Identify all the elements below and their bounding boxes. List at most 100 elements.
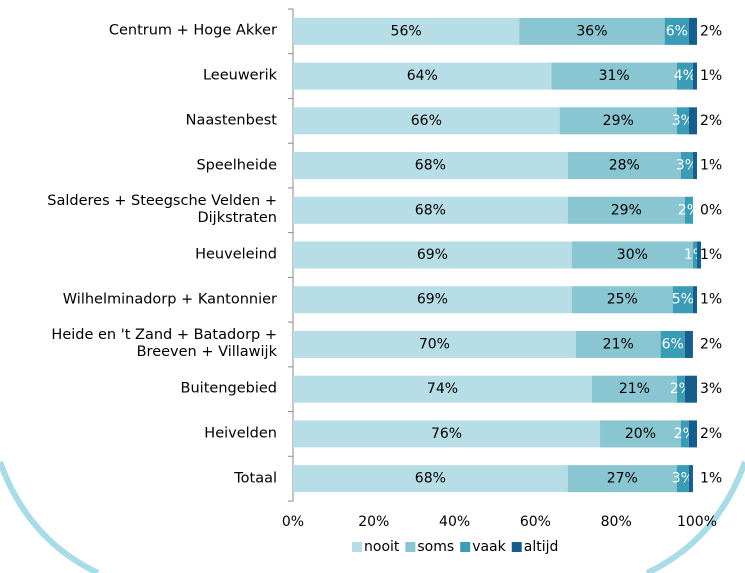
value-label: 69%: [417, 247, 448, 263]
value-label: 3%: [672, 113, 694, 129]
value-label: 27%: [607, 471, 638, 487]
bar-segment: [676, 62, 693, 90]
value-label: 1%: [700, 158, 722, 174]
bar-segment: [688, 17, 697, 45]
category-label: Speelheide: [196, 157, 277, 174]
bar-segment: [571, 241, 693, 269]
bar-segment: [688, 420, 697, 448]
bar-segment: [293, 465, 568, 493]
bar-segment: [684, 196, 693, 224]
bar-segment: [600, 420, 681, 448]
value-label: 1%: [700, 247, 722, 263]
value-label: 0%: [700, 202, 722, 218]
value-label: 76%: [431, 426, 462, 442]
category-label: Wilhelminadorp + Kantonnier: [62, 291, 277, 308]
value-label: 1%: [700, 292, 722, 308]
legend-label: vaak: [472, 539, 506, 555]
value-label: 20%: [625, 426, 656, 442]
value-label: 3%: [700, 381, 722, 397]
value-label: 69%: [417, 292, 448, 308]
bar-segment: [293, 196, 568, 224]
x-tick-label: 20%: [358, 514, 389, 530]
bar-segment: [680, 420, 689, 448]
value-label: 21%: [603, 336, 634, 352]
bar-segment: [293, 152, 568, 180]
x-tick-label: 60%: [520, 514, 551, 530]
bar-segment: [688, 107, 697, 135]
category-label: Heide en 't Zand + Batadorp + Breeven + …: [51, 327, 277, 361]
bar-segment: [664, 17, 689, 45]
bar-segment: [688, 465, 693, 493]
decoration: [0, 460, 100, 573]
value-label: 64%: [407, 68, 438, 84]
bar-segment: [676, 465, 689, 493]
bar-segment: [293, 330, 576, 358]
value-label: 68%: [415, 471, 446, 487]
value-label: 56%: [391, 23, 422, 39]
bar-segment: [575, 330, 661, 358]
value-label: 70%: [419, 336, 450, 352]
legend-label: soms: [417, 539, 454, 555]
category-label: Naastenbest: [185, 112, 277, 129]
value-label: 1%: [700, 471, 722, 487]
value-label: 25%: [607, 292, 638, 308]
bar-segment: [591, 375, 677, 403]
legend-swatch: [352, 542, 362, 552]
bar-segment: [692, 152, 697, 180]
value-label: 66%: [411, 113, 442, 129]
bar-segment: [697, 241, 702, 269]
category-label: Buitengebied: [180, 380, 277, 397]
bar-segment: [293, 420, 601, 448]
x-tick-label: 0%: [282, 514, 304, 530]
bar-segment: [293, 62, 552, 90]
bar-segment: [293, 286, 572, 314]
value-label: 2%: [700, 336, 722, 352]
value-label: 68%: [415, 202, 446, 218]
value-label: 30%: [617, 247, 648, 263]
bar-segment: [293, 17, 520, 45]
bar-segment: [567, 152, 681, 180]
bar-segment: [672, 286, 693, 314]
bar-segment: [684, 330, 693, 358]
category-label: Leeuwerik: [202, 67, 277, 84]
legend-label: nooit: [364, 539, 400, 555]
category-label: Totaal: [234, 470, 277, 487]
legend-swatch: [460, 542, 471, 552]
legend-label: altijd: [524, 539, 559, 555]
bar-segment: [567, 196, 685, 224]
value-label: 28%: [609, 158, 640, 174]
value-label: 29%: [603, 113, 634, 129]
category-label: Heuveleind: [195, 246, 277, 263]
bar-segment: [692, 286, 697, 314]
bar-segment: [684, 375, 697, 403]
value-label: 31%: [599, 68, 630, 84]
x-tick-label: 100%: [677, 514, 717, 530]
value-label: 2%: [700, 113, 722, 129]
value-label: 29%: [611, 202, 642, 218]
bar-segment: [567, 465, 677, 493]
value-label: 36%: [576, 23, 607, 39]
category-label: Centrum + Hoge Akker: [108, 22, 277, 39]
value-label: 21%: [619, 381, 650, 397]
bar-segment: [692, 62, 697, 90]
value-label: 2%: [678, 202, 700, 218]
value-label: 2%: [700, 23, 722, 39]
legend-swatch: [511, 542, 522, 552]
bar-segment: [680, 152, 693, 180]
value-label: 68%: [415, 158, 446, 174]
bar-segment: [571, 286, 673, 314]
bar-segment: [676, 107, 689, 135]
bar-segment: [559, 107, 677, 135]
bar-segment: [293, 107, 560, 135]
bar-segment: [692, 241, 697, 269]
value-label: 6%: [666, 23, 688, 39]
value-label: 6%: [662, 336, 684, 352]
value-label: 2%: [700, 426, 722, 442]
bar-segment: [551, 62, 677, 90]
value-label: 1%: [700, 68, 722, 84]
value-label: 4%: [674, 68, 696, 84]
bar-segment: [676, 375, 685, 403]
value-label: 74%: [427, 381, 458, 397]
